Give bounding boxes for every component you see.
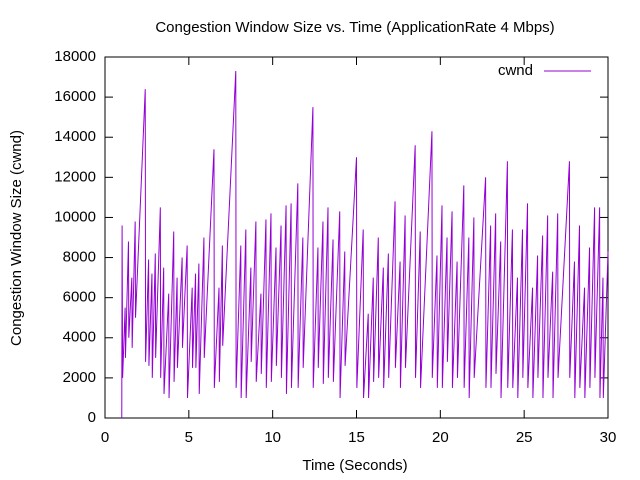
y-tick-label: 16000	[54, 88, 96, 105]
x-tick-label: 0	[101, 429, 109, 446]
y-tick-label: 0	[88, 409, 96, 426]
x-tick-label: 10	[264, 429, 281, 446]
y-tick-label: 10000	[54, 208, 96, 225]
y-tick-label: 4000	[63, 329, 96, 346]
chart-title: Congestion Window Size vs. Time (Applica…	[155, 19, 554, 36]
y-tick-label: 6000	[63, 289, 96, 306]
x-tick-label: 25	[516, 429, 533, 446]
x-tick-label: 15	[348, 429, 365, 446]
y-tick-label: 18000	[54, 48, 96, 65]
series-line	[121, 71, 609, 419]
y-tick-label: 8000	[63, 249, 96, 266]
y-tick-label: 12000	[54, 168, 96, 185]
x-axis-label: Time (Seconds)	[302, 457, 407, 474]
y-tick-label: 14000	[54, 128, 96, 145]
y-axis-label: Congestion Window Size (cwnd)	[8, 130, 25, 346]
x-tick-label: 5	[185, 429, 193, 446]
y-tick-label: 2000	[63, 369, 96, 386]
x-tick-label: 20	[432, 429, 449, 446]
legend-label: cwnd	[498, 62, 533, 79]
x-tick-label: 30	[600, 429, 617, 446]
